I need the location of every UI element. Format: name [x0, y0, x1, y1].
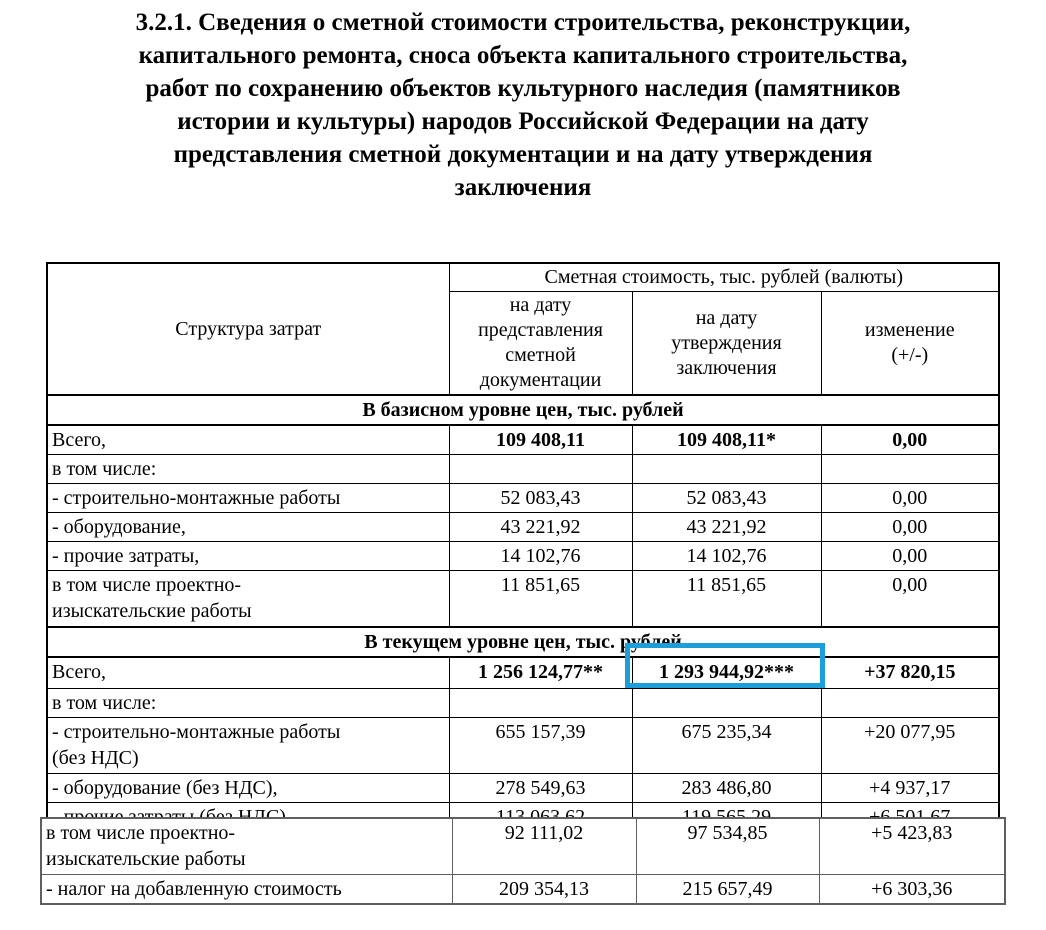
cell-approved: 675 235,34	[631, 717, 822, 774]
cell-change: +5 423,83	[818, 817, 1006, 875]
cell-change	[820, 454, 1000, 484]
section-current-prices: В текущем уровне цен, тыс. рублей	[46, 625, 1000, 658]
cell-structure: в том числе:	[46, 688, 450, 718]
cell-approved	[631, 688, 822, 718]
cell-approved	[631, 454, 822, 484]
cell-change: +37 820,15	[820, 656, 1000, 689]
cell-submitted: 1 256 124,77**	[448, 656, 633, 689]
cell-approved: 97 534,85	[635, 817, 820, 875]
header-submission-date: на дату представления сметной документац…	[448, 291, 633, 396]
cell-submitted: 92 111,02	[451, 817, 637, 875]
cell-structure: - оборудование,	[46, 512, 450, 542]
table-subheader-row: на дату представления сметной документац…	[47, 291, 1000, 396]
cell-change	[820, 688, 1000, 718]
cell-structure: - налог на добавленную стоимость	[40, 873, 453, 904]
cell-submitted: 209 354,13	[451, 873, 637, 904]
header-structure-of-costs: Структура затрат	[46, 262, 450, 396]
section-title: В базисном уровне цен, тыс. рублей	[46, 394, 1000, 426]
table-row: в том числе проектно- изыскательские раб…	[40, 817, 1006, 875]
cell-structure: в том числе:	[46, 454, 450, 484]
header-change: изменение (+/-)	[820, 291, 1000, 396]
table-row: - оборудование, 43 221,92 43 221,92 0,00	[46, 512, 1000, 542]
table-header-row: Структура затрат Сметная стоимость, тыс.…	[46, 262, 1000, 396]
cell-change: 0,00	[820, 541, 1000, 571]
cell-submitted: 109 408,11	[448, 424, 633, 455]
cell-submitted	[448, 688, 633, 718]
section-title: В текущем уровне цен, тыс. рублей	[46, 625, 1000, 658]
cell-approved: 11 851,65	[631, 570, 822, 627]
table-row: в том числе:	[46, 454, 1000, 484]
cell-approved: 52 083,43	[631, 483, 822, 513]
cell-submitted: 278 549,63	[448, 773, 633, 803]
cell-change: 0,00	[820, 512, 1000, 542]
cell-change: +20 077,95	[820, 717, 1000, 774]
document-title: 3.2.1. Сведения о сметной стоимости стро…	[135, 9, 911, 201]
cell-submitted: 655 157,39	[448, 717, 633, 774]
cell-structure: Всего,	[46, 424, 450, 455]
cost-table: Структура затрат Сметная стоимость, тыс.…	[46, 262, 1001, 831]
cell-submitted: 11 851,65	[448, 570, 633, 627]
cell-approved: 43 221,92	[631, 512, 822, 542]
highlight-box	[625, 643, 825, 688]
table-row: - оборудование (без НДС), 278 549,63 283…	[46, 773, 1000, 803]
table-row: - налог на добавленную стоимость 209 354…	[40, 873, 1006, 904]
table-row: в том числе:	[46, 688, 1000, 718]
cell-approved: 109 408,11*	[631, 424, 822, 455]
table-row: - строительно-монтажные работы (без НДС)…	[46, 717, 1000, 774]
cell-submitted: 14 102,76	[448, 541, 633, 571]
cell-approved: 14 102,76	[631, 541, 822, 571]
cell-structure: в том числе проектно- изыскательские раб…	[46, 570, 450, 627]
cell-structure: Всего,	[46, 656, 450, 689]
cell-submitted	[448, 454, 633, 484]
cell-submitted: 43 221,92	[448, 512, 633, 542]
cell-change: 0,00	[820, 570, 1000, 627]
cell-structure: в том числе проектно- изыскательские раб…	[40, 817, 453, 875]
cell-change: +6 303,36	[818, 873, 1006, 904]
cell-change: +4 937,17	[820, 773, 1000, 803]
cell-submitted: 52 083,43	[448, 483, 633, 513]
table-row: - прочие затраты, 14 102,76 14 102,76 0,…	[46, 541, 1000, 571]
table-row: в том числе проектно- изыскательские раб…	[46, 570, 1000, 627]
cell-change: 0,00	[820, 424, 1000, 455]
cell-approved: 283 486,80	[631, 773, 822, 803]
header-approval-date: на дату утверждения заключения	[631, 291, 822, 396]
cell-approved: 215 657,49	[635, 873, 820, 904]
table-row: Всего, 109 408,11 109 408,11* 0,00	[46, 424, 1000, 455]
cell-structure: - строительно-монтажные работы (без НДС)	[46, 717, 450, 774]
section-basis-prices: В базисном уровне цен, тыс. рублей	[46, 394, 1000, 426]
cell-structure: - оборудование (без НДС),	[46, 773, 450, 803]
cell-structure: - строительно-монтажные работы	[46, 483, 450, 513]
cell-structure: - прочие затраты,	[46, 541, 450, 571]
header-estimated-cost-group: Сметная стоимость, тыс. рублей (валюты)	[448, 262, 1000, 292]
table-row: Всего, 1 256 124,77** 1 293 944,92*** +3…	[46, 656, 1000, 689]
table-row: - строительно-монтажные работы 52 083,43…	[46, 483, 1000, 513]
cost-table-continued: в том числе проектно- изыскательские раб…	[40, 817, 1006, 905]
cell-change: 0,00	[820, 483, 1000, 513]
